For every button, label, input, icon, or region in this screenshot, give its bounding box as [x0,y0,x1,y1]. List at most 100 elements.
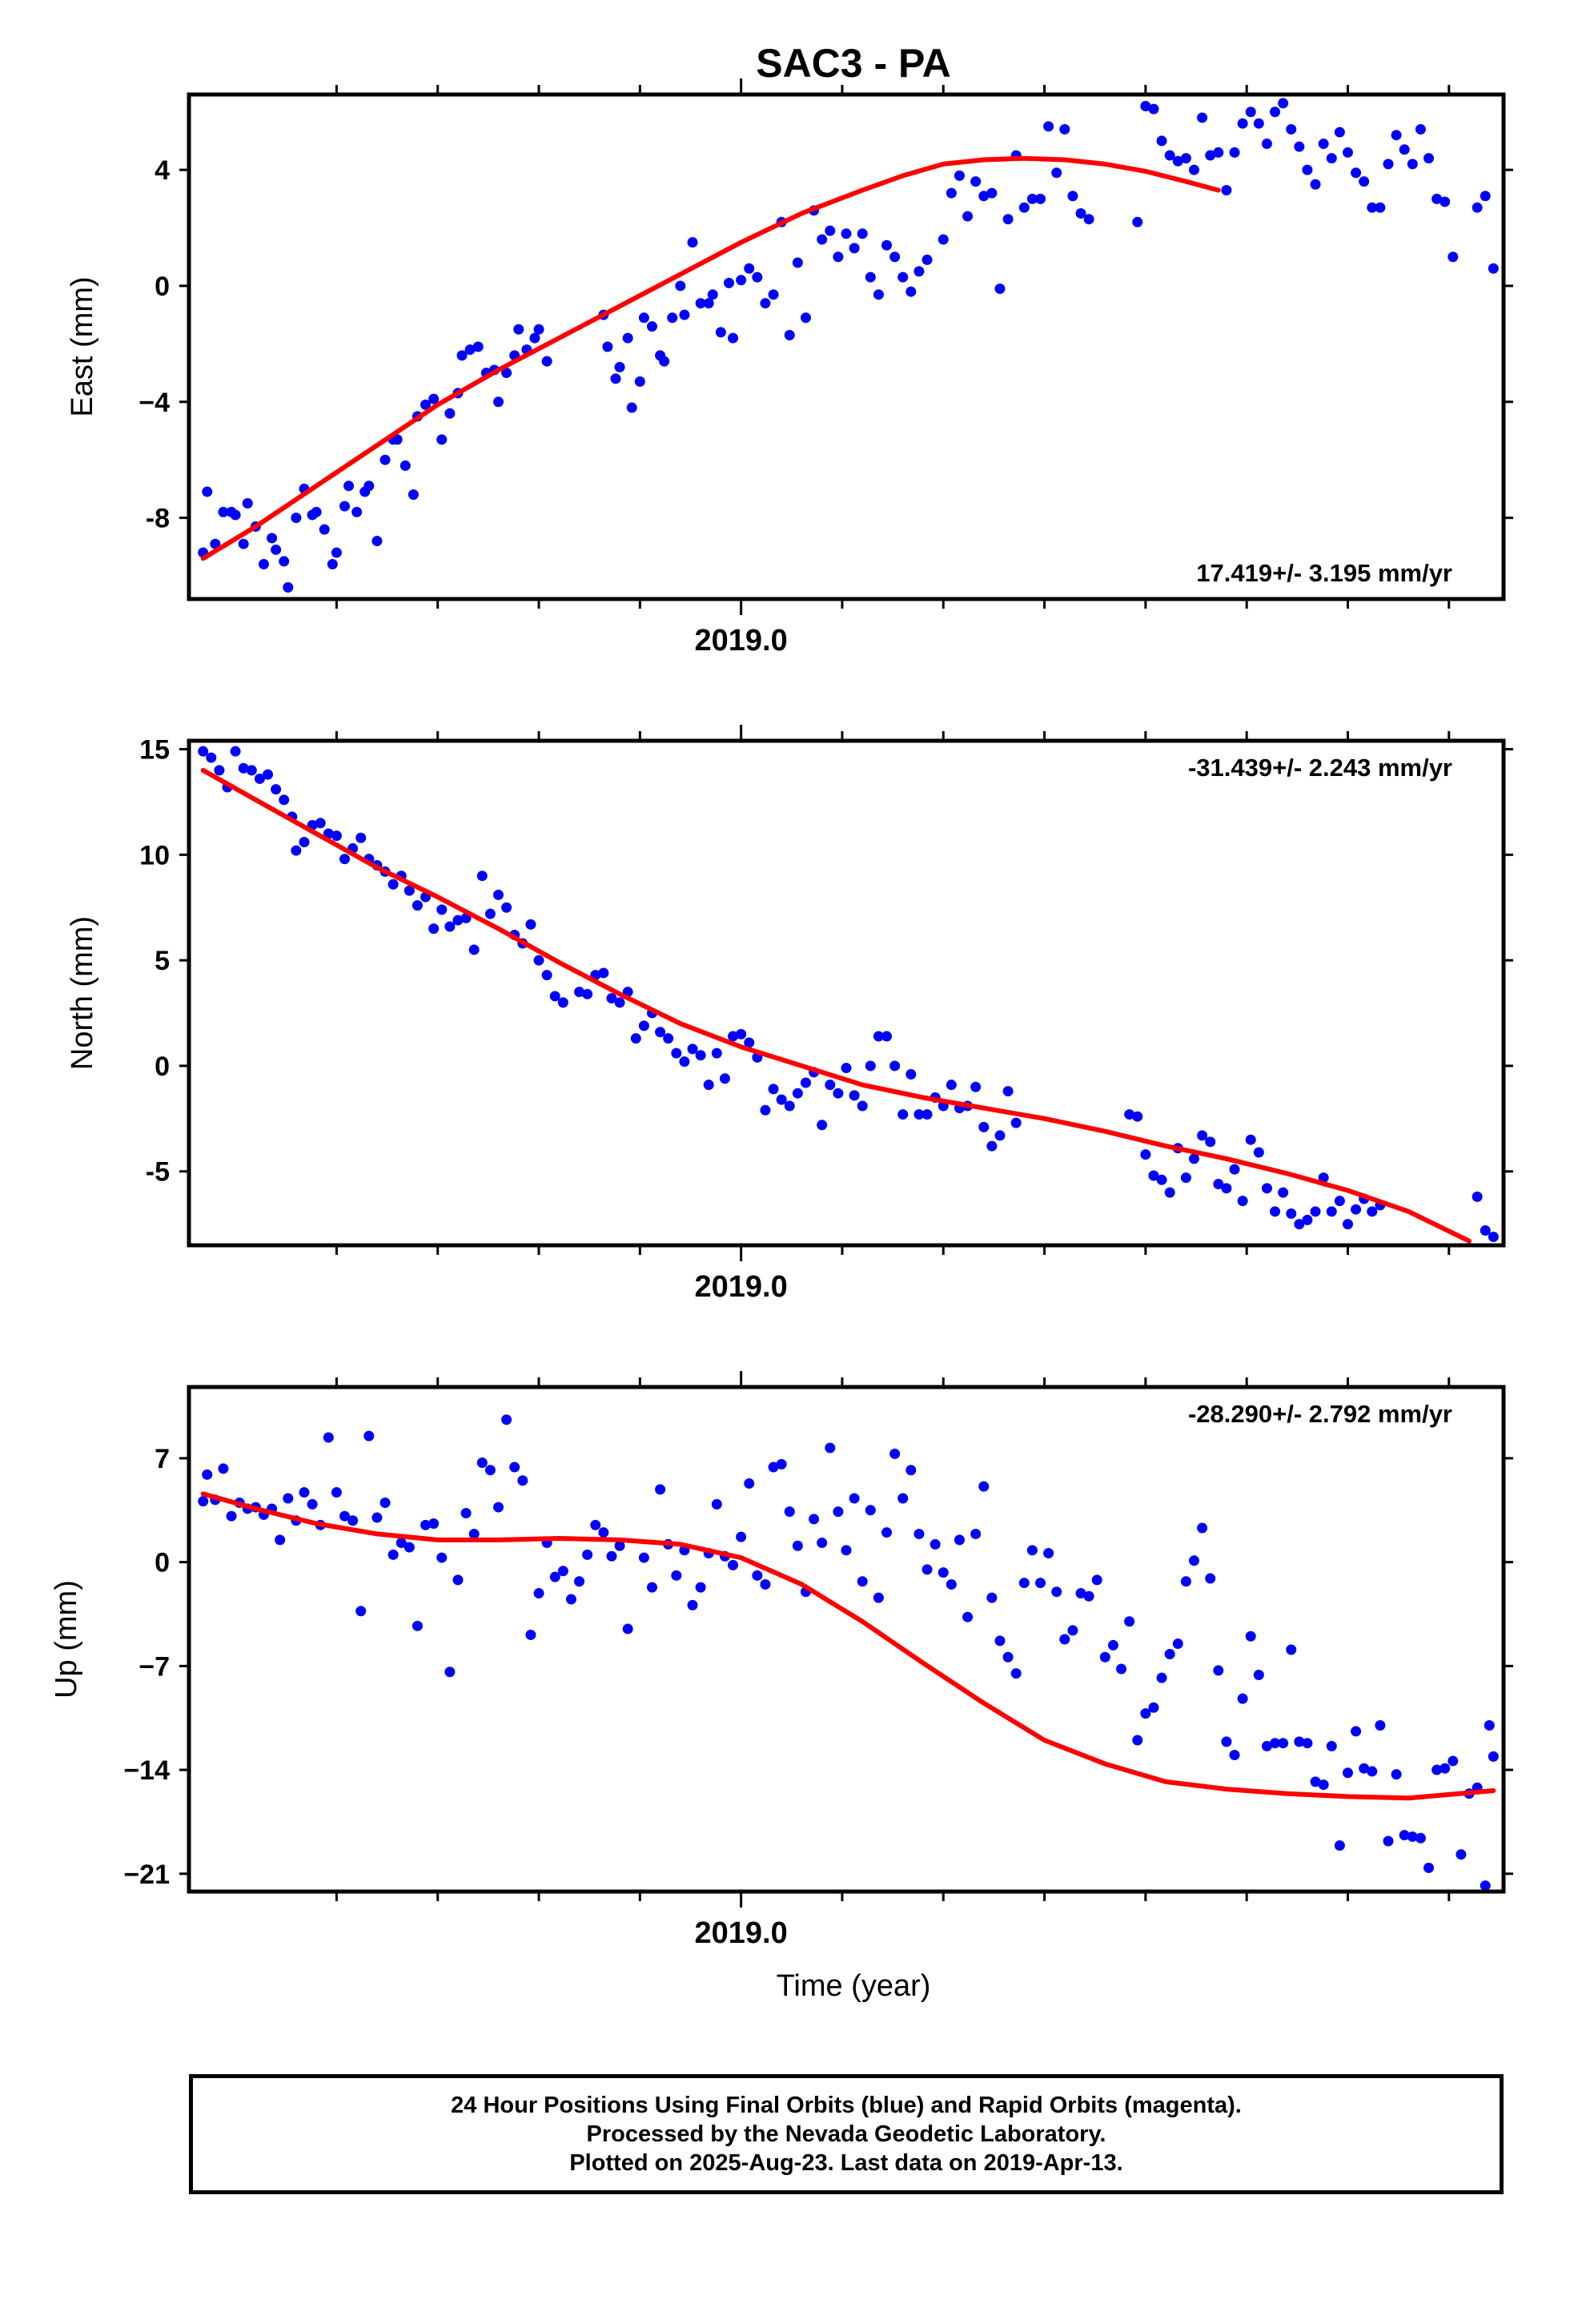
data-point [833,1088,844,1099]
data-point [1164,1649,1175,1660]
data-point [343,480,355,492]
data-point [776,1458,787,1470]
data-point [1051,1586,1062,1598]
data-point [391,434,403,445]
data-point [1067,191,1078,202]
data-point [1407,1831,1418,1842]
data-point [412,1620,423,1631]
note-line-orbits: 24 Hour Positions Using Final Orbits (bl… [451,2093,1242,2118]
data-point [218,506,229,517]
y-axis-label: East (mm) [66,276,99,416]
data-point [1375,1719,1386,1731]
data-point [533,324,544,335]
data-point [1318,1779,1329,1791]
data-point [202,1469,213,1480]
data-point [549,1571,560,1582]
data-point [387,879,399,890]
data-point [1318,1172,1329,1184]
data-point [1480,1225,1491,1236]
data-point [825,1442,836,1454]
data-point [744,1037,755,1048]
data-point [857,1100,868,1112]
data-point [728,332,739,344]
y-tick-label: 7 [155,1444,170,1474]
data-point [1229,147,1240,158]
data-point [646,321,657,332]
data-point [776,1094,787,1105]
data-point [687,1043,698,1055]
data-point [962,211,974,222]
y-axis-label: North (mm) [66,916,99,1070]
data-point [1399,144,1410,155]
data-point [1221,1736,1232,1747]
rate-label: -28.290+/- 2.792 mm/yr [1188,1400,1452,1428]
data-point [946,1578,957,1590]
data-point [412,900,423,911]
data-point [1367,202,1378,213]
data-point [1148,1170,1159,1181]
data-point [214,765,225,776]
data-point [1431,193,1443,204]
note-line-dates: Plotted on 2025-Aug-23. Last data on 201… [569,2150,1123,2176]
data-point [1075,207,1086,219]
data-point [315,818,326,829]
data-point [873,1592,884,1603]
y-tick-label: −7 [139,1651,170,1682]
data-point [271,544,282,555]
data-point [897,1493,909,1504]
data-layer [198,1414,1499,1892]
data-point [1140,1708,1151,1719]
data-point [1245,1630,1256,1642]
data-point [792,257,803,268]
data-point [1261,1183,1272,1194]
data-point [1439,1763,1451,1774]
data-point [784,1506,795,1518]
data-point [1472,1191,1483,1202]
data-point [456,350,468,361]
data-point [1310,179,1321,190]
data-point [574,1576,585,1587]
data-point [800,312,811,324]
data-point [946,1080,957,1091]
notes-box: 24 Hour Positions Using Final Orbits (bl… [189,2074,1504,2194]
data-point [865,271,876,283]
data-point [351,506,363,517]
data-point [784,1100,795,1112]
data-point [452,915,464,926]
data-point [817,1538,828,1549]
data-point [719,1073,730,1084]
data-point [634,376,645,387]
data-point [1132,1111,1143,1122]
data-point [275,1534,286,1546]
data-point [695,1582,706,1593]
data-point [1302,1738,1313,1749]
data-point [291,513,302,524]
data-point [711,1498,722,1510]
data-point [881,239,893,251]
plot-frame [187,92,1506,601]
data-point [476,870,488,882]
data-point [1286,123,1297,135]
data-point [472,341,484,352]
data-point [206,752,217,763]
data-point [1172,1638,1183,1650]
data-point [420,1519,432,1530]
data-point [675,280,686,292]
data-point [1342,1219,1353,1230]
data-point [1253,1147,1264,1158]
data-point [865,1060,876,1072]
data-point [400,460,411,471]
rate-label: 17.419+/- 3.195 mm/yr [1196,559,1452,587]
panel-3: 7 0 −7 −14 −21 2019.0 Up (mm) -28.290+/- 2.792 … [50,1371,1513,1950]
data-point [1261,1740,1272,1751]
data-point [1415,1832,1426,1844]
data-point [986,187,998,199]
data-point [1075,1588,1086,1599]
data-point [1375,202,1386,213]
y-tick-label: 0 [155,271,170,302]
data-point [598,967,609,979]
data-point [913,1528,925,1539]
data-point [1164,150,1175,161]
y-axis-label: Up (mm) [50,1580,83,1699]
y-tick-label: 5 [155,946,170,976]
